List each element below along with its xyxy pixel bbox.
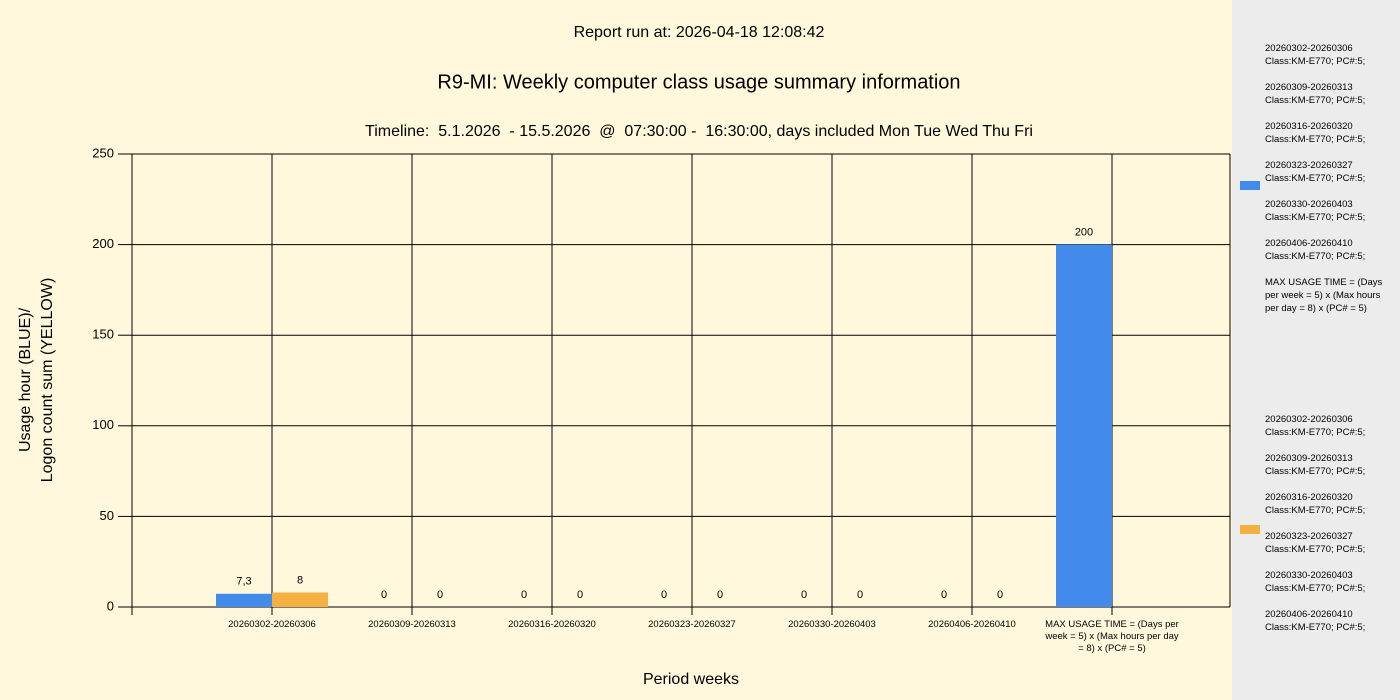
value-label: 0 — [381, 589, 387, 601]
legend-text: 20260330-20260403 — [1265, 570, 1353, 581]
legend-text: 20260316-20260320 — [1265, 121, 1353, 132]
legend-text: 20260323-20260327 — [1265, 160, 1353, 171]
value-label: 0 — [717, 589, 723, 601]
bar — [272, 592, 328, 607]
y-tick-label: 0 — [107, 598, 114, 613]
legend-text: 20260302-20260306 — [1265, 43, 1353, 54]
legend-text: 20260406-20260410 — [1265, 609, 1353, 620]
legend-text: Class:KM-E770; PC#:5; — [1265, 622, 1366, 633]
legend-group: 20260302-20260306 Class:KM-E770; PC#:5; 20… — [1265, 413, 1395, 647]
legend-text: Class:KM-E770; PC#:5; — [1265, 173, 1366, 184]
y-tick-label: 50 — [100, 508, 114, 523]
x-tick-label: 20260302-20260306 — [228, 619, 316, 630]
legend-swatch — [1240, 181, 1260, 190]
legend-text: Class:KM-E770; PC#:5; — [1265, 583, 1366, 594]
y-axis-label: Usage hour (BLUE)/ — [17, 307, 34, 452]
x-tick-label: 20260406-20260410 — [928, 619, 1016, 630]
chart-subtitle: Timeline: 5.1.2026 - 15.5.2026 @ 07:30:0… — [365, 123, 1033, 140]
legend-group: 20260302-20260306 Class:KM-E770; PC#:5; 20… — [1265, 42, 1395, 328]
legend-text: 20260330-20260403 — [1265, 199, 1353, 210]
legend-text: 20260302-20260306 — [1265, 414, 1353, 425]
legend-entry: 20260323-20260327 Class:KM-E770; PC#:5; — [1265, 159, 1395, 185]
y-tick-label: 250 — [92, 145, 114, 160]
legend-text: 20260309-20260313 — [1265, 82, 1353, 93]
x-tick-label: 20260323-20260327 — [648, 619, 736, 630]
value-label: 200 — [1075, 227, 1093, 239]
legend-entry: 20260316-20260320 Class:KM-E770; PC#:5; — [1265, 120, 1395, 146]
legend-text: 20260323-20260327 — [1265, 531, 1353, 542]
report-run: Report run at: 2026-04-18 12:08:42 — [574, 24, 825, 41]
legend-text: Class:KM-E770; PC#:5; — [1265, 56, 1366, 67]
legend-text: Class:KM-E770; PC#:5; — [1265, 427, 1366, 438]
legend-text: Class:KM-E770; PC#:5; — [1265, 466, 1366, 477]
value-label: 0 — [437, 589, 443, 601]
value-label: 8 — [297, 574, 303, 586]
legend-text: Class:KM-E770; PC#:5; — [1265, 134, 1366, 145]
chart-title: R9-MI: Weekly computer class usage summa… — [437, 71, 960, 93]
value-label: 0 — [941, 589, 947, 601]
legend-entry: 20260316-20260320 Class:KM-E770; PC#:5; — [1265, 491, 1395, 517]
legend-entry: 20260406-20260410 Class:KM-E770; PC#:5; — [1265, 608, 1395, 634]
legend-swatch — [1240, 525, 1260, 534]
y-tick-label: 150 — [92, 327, 114, 342]
y-axis-label: Logon count sum (YELLOW) — [39, 278, 56, 483]
legend-entry: MAX USAGE TIME = (Days per week = 5) x (… — [1265, 276, 1395, 315]
legend-entry: 20260302-20260306 Class:KM-E770; PC#:5; — [1265, 42, 1395, 68]
legend-text: 20260406-20260410 — [1265, 238, 1353, 249]
legend-text: 20260316-20260320 — [1265, 492, 1353, 503]
bar — [216, 593, 272, 607]
x-tick-label: 20260309-20260313 — [368, 619, 456, 630]
legend-entry: 20260309-20260313 Class:KM-E770; PC#:5; — [1265, 81, 1395, 107]
value-label: 0 — [857, 589, 863, 601]
legend-text: Class:KM-E770; PC#:5; — [1265, 95, 1366, 106]
legend-entry: 20260302-20260306 Class:KM-E770; PC#:5; — [1265, 413, 1395, 439]
bar — [1056, 244, 1112, 607]
legend-entry: 20260309-20260313 Class:KM-E770; PC#:5; — [1265, 452, 1395, 478]
x-tick-label: 20260316-20260320 — [508, 619, 596, 630]
legend-entry: 20260330-20260403 Class:KM-E770; PC#:5; — [1265, 198, 1395, 224]
value-label: 0 — [997, 589, 1003, 601]
legend-text: Class:KM-E770; PC#:5; — [1265, 544, 1366, 555]
value-label: 7,3 — [236, 576, 251, 588]
value-label: 0 — [661, 589, 667, 601]
legend-text: Class:KM-E770; PC#:5; — [1265, 505, 1366, 516]
legend-text: MAX USAGE TIME = (Days per week = 5) x (… — [1265, 277, 1383, 314]
value-label: 0 — [521, 589, 527, 601]
y-tick-label: 200 — [92, 236, 114, 251]
legend-text: Class:KM-E770; PC#:5; — [1265, 251, 1366, 262]
x-tick-label: 20260330-20260403 — [788, 619, 876, 630]
legend-entry: 20260406-20260410 Class:KM-E770; PC#:5; — [1265, 237, 1395, 263]
x-tick-label: MAX USAGE TIME = (Days per week = 5) x (… — [1045, 619, 1179, 654]
legend-panel — [1232, 0, 1400, 700]
value-label: 0 — [577, 589, 583, 601]
legend-entry: 20260330-20260403 Class:KM-E770; PC#:5; — [1265, 569, 1395, 595]
value-label: 0 — [801, 589, 807, 601]
legend-entry: 20260323-20260327 Class:KM-E770; PC#:5; — [1265, 530, 1395, 556]
legend-text: Class:KM-E770; PC#:5; — [1265, 212, 1366, 223]
x-axis-label: Period weeks — [643, 671, 739, 688]
y-tick-label: 100 — [92, 417, 114, 432]
legend-text: 20260309-20260313 — [1265, 453, 1353, 464]
